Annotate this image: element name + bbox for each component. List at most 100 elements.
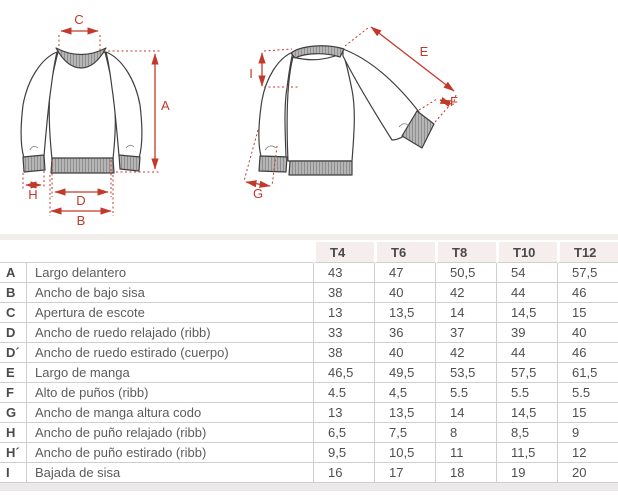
measure-line-g: [245, 180, 271, 188]
row-value: 15: [557, 303, 618, 323]
row-label: Ancho de bajo sisa: [26, 283, 313, 303]
row-value: 4,5: [374, 383, 435, 403]
row-value: 44: [496, 283, 557, 303]
row-value: 20: [557, 463, 618, 483]
row-value: 18: [435, 463, 496, 483]
size-table: T4 T6 T8 T10 T12 A Largo delantero 43 47 50,…: [0, 242, 618, 483]
front-wrinkle: [29, 146, 39, 151]
size-column-header: T12: [557, 242, 618, 263]
row-label: Ancho de ruedo estirado (cuerpo): [26, 343, 313, 363]
row-value: 13: [313, 403, 374, 423]
row-value: 39: [496, 323, 557, 343]
table-row: I Bajada de sisa 16 17 18 19 20: [0, 463, 618, 483]
measure-ext: [263, 48, 293, 52]
table-row: C Apertura de escote 13 13,5 14 14,5 15: [0, 303, 618, 323]
row-letter: C: [0, 303, 26, 323]
back-wrinkle: [264, 145, 277, 151]
row-label: Bajada de sisa: [26, 463, 313, 483]
row-value: 15: [557, 403, 618, 423]
row-value: 19: [496, 463, 557, 483]
row-value: 5.5: [557, 383, 618, 403]
measure-label-e: E: [420, 44, 429, 59]
measure-label-b: B: [77, 213, 86, 228]
measure-ext: [452, 94, 457, 106]
back-raised-cuff-rib: [401, 110, 435, 149]
row-value: 9,5: [313, 443, 374, 463]
row-value: 5.5: [496, 383, 557, 403]
row-letter: B: [0, 283, 26, 303]
table-row: F Alto de puños (ribb) 4.5 4,5 5.5 5.5 5.5: [0, 383, 618, 403]
row-letter: I: [0, 463, 26, 483]
row-value: 57,5: [496, 363, 557, 383]
back-cuff-rib: [258, 155, 288, 173]
front-left-cuff-rib: [22, 154, 46, 173]
row-value: 42: [435, 343, 496, 363]
row-value: 8,5: [496, 423, 557, 443]
row-value: 13,5: [374, 403, 435, 423]
measure-line-f: [439, 96, 452, 108]
row-value: 13: [313, 303, 374, 323]
row-label: Ancho de ruedo relajado (ribb): [26, 323, 313, 343]
row-label: Alto de puños (ribb): [26, 383, 313, 403]
measure-label-h: H: [28, 187, 37, 202]
row-value: 40: [557, 323, 618, 343]
label-header-cell: [26, 242, 313, 263]
row-value: 4.5: [313, 383, 374, 403]
table-row: H´ Ancho de puño estirado (ribb) 9,5 10,5 11…: [0, 443, 618, 463]
row-value: 54: [496, 263, 557, 283]
measure-line-e: [370, 26, 455, 92]
row-letter: F: [0, 383, 26, 403]
back-hem-rib: [288, 160, 353, 176]
row-value: 14,5: [496, 303, 557, 323]
row-value: 49,5: [374, 363, 435, 383]
measure-label-a: A: [161, 98, 170, 113]
row-label: Ancho de puño estirado (ribb): [26, 443, 313, 463]
row-value: 6,5: [313, 423, 374, 443]
row-value: 11,5: [496, 443, 557, 463]
sweater-diagrams: C A H D B: [20, 12, 458, 228]
row-value: 47: [374, 263, 435, 283]
measure-ext: [434, 104, 451, 123]
row-value: 17: [374, 463, 435, 483]
back-body: [286, 52, 355, 162]
measure-label-f: F: [450, 94, 458, 109]
size-table-body: A Largo delantero 43 47 50,5 54 57,5 B Ancho de …: [0, 263, 618, 483]
row-label: Ancho de puño relajado (ribb): [26, 423, 313, 443]
table-row: D´ Ancho de ruedo estirado (cuerpo) 38 40 42…: [0, 343, 618, 363]
row-value: 46,5: [313, 363, 374, 383]
size-column-header: T4: [313, 242, 374, 263]
size-column-header: T6: [374, 242, 435, 263]
row-letter: D´: [0, 343, 26, 363]
table-top-strip: [0, 234, 618, 240]
row-letter: H: [0, 423, 26, 443]
measure-ext: [243, 129, 259, 182]
row-label: Apertura de escote: [26, 303, 313, 323]
front-measurements: [22, 27, 160, 216]
row-value: 43: [313, 263, 374, 283]
back-view-drawing: [258, 45, 435, 176]
row-value: 44: [496, 343, 557, 363]
row-label: Ancho de manga altura codo: [26, 403, 313, 423]
row-value: 13,5: [374, 303, 435, 323]
corner-cell: [0, 242, 26, 263]
row-value: 14: [435, 303, 496, 323]
back-measurements: [243, 26, 457, 188]
table-bottom-strip: [0, 483, 618, 491]
size-column-header: T10: [496, 242, 557, 263]
row-label: Largo de manga: [26, 363, 313, 383]
row-value: 14,5: [496, 403, 557, 423]
front-wrinkle: [125, 144, 135, 149]
row-value: 11: [435, 443, 496, 463]
row-value: 57,5: [557, 263, 618, 283]
row-letter: A: [0, 263, 26, 283]
row-letter: H´: [0, 443, 26, 463]
row-letter: E: [0, 363, 26, 383]
measure-label-g: G: [253, 186, 263, 201]
row-value: 61,5: [557, 363, 618, 383]
row-value: 14: [435, 403, 496, 423]
size-table-area: T4 T6 T8 T10 T12 A Largo delantero 43 47 50,…: [0, 234, 618, 491]
row-value: 10,5: [374, 443, 435, 463]
row-value: 36: [374, 323, 435, 343]
table-row: E Largo de manga 46,5 49,5 53,5 57,5 61,5: [0, 363, 618, 383]
